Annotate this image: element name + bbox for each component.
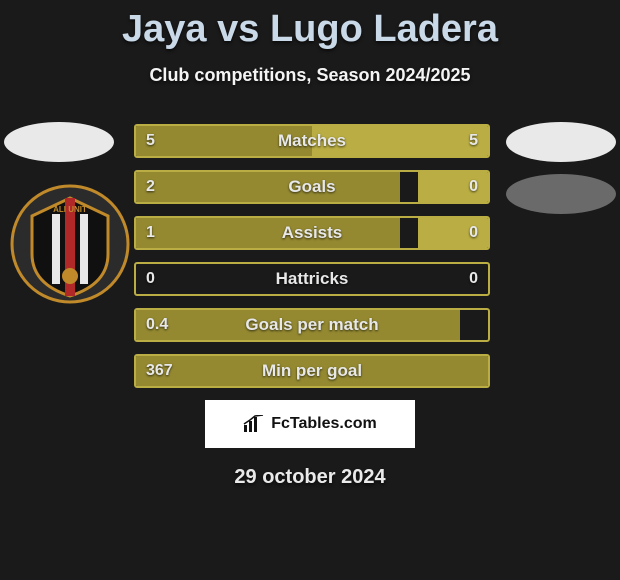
svg-text:ALI UNIT: ALI UNIT [53,205,87,214]
stat-label: Assists [282,223,342,243]
stat-row: 2 0 Goals [134,170,490,204]
date-label: 29 october 2024 [0,466,620,489]
subtitle: Club competitions, Season 2024/2025 [0,65,620,86]
stat-value-right: 5 [469,132,478,150]
stat-value-right: 0 [469,178,478,196]
brand-text: FcTables.com [271,415,377,433]
stat-row: 1 0 Assists [134,216,490,250]
stat-value-left: 2 [146,178,155,196]
stat-label: Hattricks [276,269,349,289]
stat-value-left: 367 [146,362,173,380]
stat-fill-left [136,172,400,202]
stat-label: Goals per match [245,315,378,335]
stat-row: 367 Min per goal [134,354,490,388]
stat-fill-left [136,218,400,248]
stat-value-left: 0.4 [146,316,168,334]
player-right-avatar [506,122,616,162]
stat-label: Min per goal [262,361,362,381]
player-left-avatar [4,122,114,162]
stat-value-left: 0 [146,270,155,288]
stat-label: Matches [278,131,346,151]
stat-value-left: 1 [146,224,155,242]
stat-row: 0.4 Goals per match [134,308,490,342]
player-right-avatar-2 [506,174,616,214]
club-crest-left: ALI UNIT [10,184,130,304]
brand-box: FcTables.com [205,400,415,448]
stat-label: Goals [288,177,335,197]
stat-value-right: 0 [469,270,478,288]
stat-value-right: 0 [469,224,478,242]
stat-bars: 5 5 Matches 2 0 Goals 1 0 Assists 0 0 Hattricks 0.4 G… [134,124,490,388]
stat-row: 5 5 Matches [134,124,490,158]
stat-value-left: 5 [146,132,155,150]
stat-row: 0 0 Hattricks [134,262,490,296]
comparison-panel: ALI UNIT 5 5 Matches 2 0 Goals 1 0 Assists 0 0 Hatt… [0,124,620,388]
page-title: Jaya vs Lugo Ladera [0,0,620,51]
brand-label: FcTables.com [243,415,377,433]
chart-icon [243,415,265,433]
